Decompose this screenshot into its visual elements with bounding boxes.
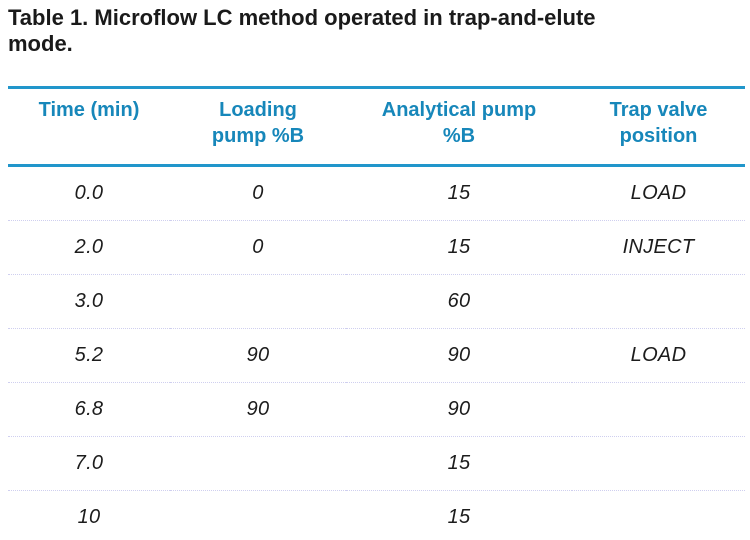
- table-caption: Table 1. Microflow LC method operated in…: [8, 5, 708, 57]
- method-table-container: Time (min) Loading pump %B Analytical pu…: [8, 86, 745, 540]
- cell-loading-pump: 0: [170, 220, 346, 275]
- table-row: 5.2 90 90 LOAD: [8, 328, 745, 383]
- cell-loading-pump: 0: [170, 165, 346, 221]
- cell-trap-valve: [572, 436, 745, 491]
- cell-trap-valve: [572, 274, 745, 329]
- table-row: 10 15: [8, 490, 745, 540]
- cell-time: 3.0: [8, 274, 170, 329]
- table-row: 2.0 0 15 INJECT: [8, 220, 745, 275]
- column-header-loading-pump: Loading pump %B: [170, 86, 346, 167]
- cell-trap-valve: [572, 382, 745, 437]
- column-header-loading-pump-line1: Loading: [219, 99, 297, 121]
- cell-time: 0.0: [8, 165, 170, 221]
- column-header-trap-valve: Trap valve position: [572, 86, 745, 167]
- table-caption-line-2: mode.: [8, 31, 73, 56]
- cell-loading-pump: [170, 436, 346, 491]
- cell-analytical-pump: 15: [346, 436, 572, 491]
- cell-time: 7.0: [8, 436, 170, 491]
- column-header-loading-pump-line2: pump %B: [211, 125, 305, 147]
- cell-trap-valve: [572, 490, 745, 540]
- table-row: 6.8 90 90: [8, 382, 745, 437]
- cell-analytical-pump: 15: [346, 490, 572, 540]
- column-header-time: Time (min): [8, 86, 170, 167]
- table-row: 3.0 60: [8, 274, 745, 329]
- cell-analytical-pump: 90: [346, 328, 572, 383]
- column-header-trap-valve-line2: position: [619, 125, 698, 147]
- table-caption-line-1: Table 1. Microflow LC method operated in…: [8, 5, 596, 30]
- cell-analytical-pump: 15: [346, 165, 572, 221]
- cell-time: 10: [8, 490, 170, 540]
- table-row: 7.0 15: [8, 436, 745, 491]
- cell-trap-valve: INJECT: [572, 220, 745, 275]
- cell-time: 5.2: [8, 328, 170, 383]
- cell-analytical-pump: 60: [346, 274, 572, 329]
- method-table: Time (min) Loading pump %B Analytical pu…: [8, 86, 745, 540]
- header-row: Time (min) Loading pump %B Analytical pu…: [8, 86, 745, 167]
- cell-loading-pump: [170, 490, 346, 540]
- cell-analytical-pump: 90: [346, 382, 572, 437]
- cell-time: 6.8: [8, 382, 170, 437]
- cell-trap-valve: LOAD: [572, 328, 745, 383]
- cell-loading-pump: 90: [170, 328, 346, 383]
- cell-analytical-pump: 15: [346, 220, 572, 275]
- cell-loading-pump: 90: [170, 382, 346, 437]
- table-row: 0.0 0 15 LOAD: [8, 165, 745, 221]
- column-header-time-line1: Time (min): [38, 99, 140, 121]
- column-header-trap-valve-line1: Trap valve: [609, 99, 708, 121]
- column-header-analytical-pump-line1: Analytical pump: [381, 99, 537, 121]
- cell-time: 2.0: [8, 220, 170, 275]
- cell-trap-valve: LOAD: [572, 165, 745, 221]
- column-header-analytical-pump: Analytical pump %B: [346, 86, 572, 167]
- cell-loading-pump: [170, 274, 346, 329]
- column-header-analytical-pump-line2: %B: [442, 125, 476, 147]
